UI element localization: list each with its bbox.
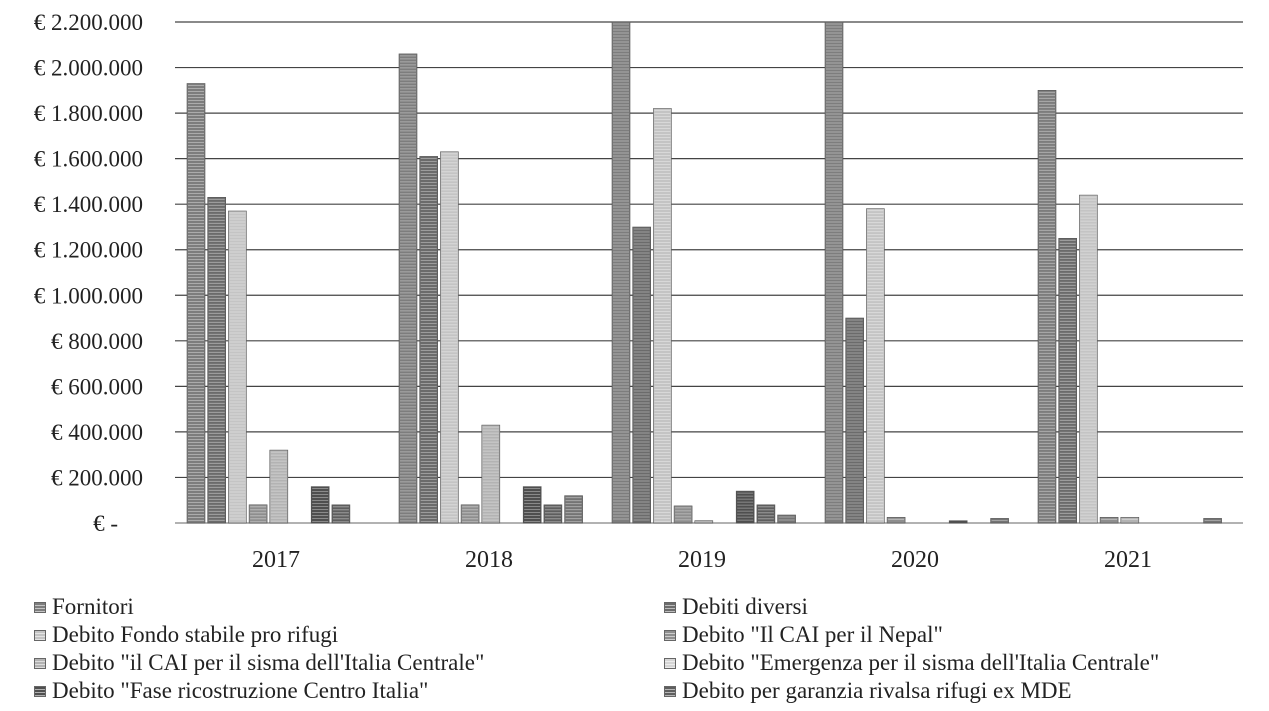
y-tick-label: € 1.800.000 <box>34 101 143 126</box>
legend-item: Debito "il CAI per il sisma dell'Italia … <box>34 649 484 677</box>
y-tick-label: € 400.000 <box>51 420 143 445</box>
bar-2019-series-8 <box>756 504 776 524</box>
y-axis: € - € 200.000 € 400.000 € 600.000 € 800.000 €… <box>34 10 143 536</box>
legend-swatch <box>664 685 676 697</box>
legend-label: Debito per garanzia rivalsa rifugi ex MD… <box>682 678 1072 703</box>
legend-swatch <box>664 657 676 669</box>
bar-2018-series-3 <box>440 151 459 524</box>
bar-2019-series-4 <box>673 505 693 524</box>
bar-2018-series-4 <box>460 504 480 524</box>
bar-2017-series-2 <box>207 197 226 524</box>
bar-2020-series-9 <box>990 518 1009 524</box>
bar-2021-series-1 <box>1037 90 1057 524</box>
legend-label: Debiti diversi <box>682 594 808 619</box>
x-tick-label: 2019 <box>678 547 726 573</box>
bar-2021-series-9 <box>1203 518 1222 524</box>
legend-swatch <box>664 629 676 641</box>
gridlines <box>175 21 1243 524</box>
legend-label: Debito "Il CAI per il Nepal" <box>682 622 943 647</box>
bar-2020-series-3 <box>866 208 885 524</box>
bar-2017-series-8 <box>331 504 351 524</box>
bar-2020-series-1 <box>824 21 844 524</box>
legend-item: Debiti diversi <box>664 593 808 621</box>
bar-2021-series-3 <box>1079 194 1098 524</box>
bar-2021-series-5 <box>1120 516 1140 524</box>
bar-2017-series-5 <box>269 449 289 524</box>
x-tick-label: 2018 <box>465 547 513 573</box>
bar-2018-series-2 <box>419 156 439 524</box>
bar-2018-series-5 <box>481 424 501 524</box>
y-tick-label: € 1.400.000 <box>34 192 143 217</box>
y-tick-label: € 600.000 <box>51 374 143 399</box>
legend-swatch <box>34 685 46 697</box>
x-tick-label: 2020 <box>891 547 939 573</box>
legend-item: Debito "Il CAI per il Nepal" <box>664 621 943 649</box>
legend-item: Debito "Emergenza per il sisma dell'Ital… <box>664 649 1159 677</box>
bar-2017-series-4 <box>248 504 268 524</box>
bars <box>186 21 1222 524</box>
legend-swatch <box>34 601 46 613</box>
bar-2019-series-3 <box>653 108 672 524</box>
bar-2017-series-1 <box>186 83 206 524</box>
y-tick-label: € 200.000 <box>51 465 143 490</box>
y-tick-label: € 1.600.000 <box>34 147 143 172</box>
legend-label: Debito "Emergenza per il sisma dell'Ital… <box>682 650 1160 675</box>
legend: Fornitori Debiti diversi Debito Fondo stab… <box>0 590 1269 711</box>
bar-2019-series-7 <box>735 490 755 524</box>
bar-2019-series-1 <box>611 21 631 524</box>
y-tick-label: € 2.000.000 <box>34 56 143 81</box>
legend-swatch <box>664 601 676 613</box>
legend-label: Debito "Fase ricostruzione Centro Italia… <box>52 678 429 703</box>
legend-swatch <box>34 657 46 669</box>
legend-item: Debito per garanzia rivalsa rifugi ex MD… <box>664 677 1072 705</box>
legend-label: Debito Fondo stabile pro rifugi <box>52 622 339 647</box>
bar-2019-series-5 <box>694 520 714 524</box>
bar-2017-series-7 <box>310 486 330 524</box>
x-axis: 2017 2018 2019 2020 2021 <box>252 547 1152 573</box>
y-tick-label: € 1.000.000 <box>34 283 143 308</box>
bar-2019-series-9 <box>777 514 796 524</box>
legend-swatch <box>34 629 46 641</box>
legend-item: Fornitori <box>34 593 134 621</box>
bar-2017-series-3 <box>228 210 247 524</box>
y-tick-label: € 2.200.000 <box>34 10 143 35</box>
bar-2018-series-1 <box>398 53 418 524</box>
y-tick-label: € 1.200.000 <box>34 238 143 263</box>
bar-2021-series-4 <box>1099 516 1119 524</box>
y-tick-label: € 800.000 <box>51 329 143 354</box>
bar-2020-series-7 <box>948 520 968 524</box>
x-tick-label: 2017 <box>252 547 300 573</box>
bar-2020-series-4 <box>886 516 906 524</box>
bar-2018-series-9 <box>564 495 583 524</box>
legend-item: Debito Fondo stabile pro rifugi <box>34 621 338 649</box>
y-tick-label: € - <box>93 511 118 536</box>
bar-2020-series-2 <box>845 317 865 524</box>
legend-item: Debito "Fase ricostruzione Centro Italia… <box>34 677 428 705</box>
bar-2018-series-7 <box>522 486 542 524</box>
bar-2021-series-2 <box>1058 238 1077 524</box>
legend-label: Debito "il CAI per il sisma dell'Italia … <box>52 650 485 675</box>
bar-2018-series-8 <box>543 504 563 524</box>
legend-label: Fornitori <box>52 594 134 619</box>
x-tick-label: 2021 <box>1104 547 1152 573</box>
bar-2019-series-2 <box>632 226 652 524</box>
